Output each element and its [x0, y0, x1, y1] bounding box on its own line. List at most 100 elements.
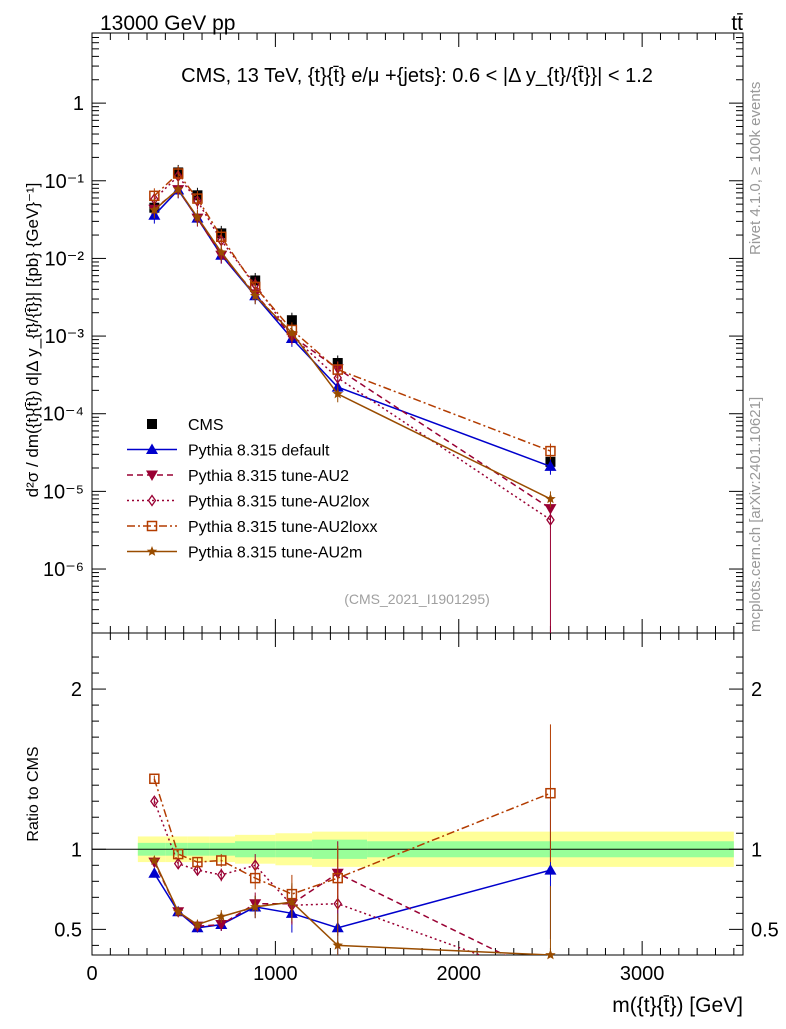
ratio-point-au2loxx	[545, 787, 556, 799]
ratio-point-default	[148, 867, 161, 878]
point-au2m	[286, 327, 298, 338]
x-tick-label: 0	[86, 963, 97, 985]
point-au2m	[216, 246, 227, 257]
ratio-point-au2m	[545, 949, 556, 960]
series-au2loxx	[149, 165, 556, 460]
ratio-frame	[91, 632, 744, 956]
legend-marker-au2	[146, 470, 158, 481]
ratio-point-au2m	[332, 939, 343, 950]
ratio-series-au2loxx	[149, 724, 556, 914]
legend-entry-default: Pythia 8.315 default	[127, 443, 330, 460]
point-au2m	[149, 204, 160, 215]
legend-marker-au2lox	[147, 494, 157, 507]
ratio-point-au2m	[216, 911, 227, 921]
ratio-y-tick-label: 1	[71, 839, 82, 861]
legend-entry-cms: CMS	[147, 417, 224, 434]
watermark: (CMS_2021_I1901295)	[344, 591, 490, 607]
mcplots-label: mcplots.cern.ch [arXiv:2401.10621]	[747, 397, 764, 632]
legend-label: Pythia 8.315 tune-AU2lox	[188, 494, 369, 511]
header-left: 13000 GeV pp	[100, 12, 235, 35]
ratio-point-au2loxx	[192, 856, 203, 868]
main-y-label: d²σ / dm({t}{t̄}) d|Δ y_{t}/{t̄}}| [{pb}…	[23, 183, 42, 498]
ratio-point-au2m	[173, 906, 184, 917]
x-axis-label: m({t}{t̄}) [GeV]	[612, 994, 743, 1017]
x-tick-label: 3000	[620, 963, 665, 985]
point-au2m	[173, 183, 184, 194]
ratio-point-au2loxx	[149, 773, 160, 785]
ratio-point-au2m	[286, 896, 298, 907]
ratio-point-au2m	[250, 901, 261, 912]
ratio-line-au2lox	[153, 800, 482, 955]
point-cms	[286, 315, 297, 326]
series-au2m	[149, 181, 556, 508]
legend-label: Pythia 8.315 tune-AU2loxx	[188, 519, 377, 536]
ratio-point-au2	[215, 920, 228, 931]
ratio-point-au2loxx	[249, 872, 261, 884]
ratio-y-tick-label-right: 2	[751, 679, 762, 701]
ratio-point-au2lox	[173, 857, 183, 870]
legend-label: Pythia 8.315 tune-AU2	[188, 468, 349, 485]
ratio-point-au2lox	[216, 868, 226, 882]
ratio-point-au2lox	[193, 863, 202, 877]
point-au2m	[250, 290, 261, 301]
y-tick-label: 10⁻⁶	[43, 559, 84, 581]
ratio-y-tick-label-right: 0.5	[751, 919, 779, 941]
ratio-series-default	[148, 801, 557, 955]
point-au2m	[332, 388, 343, 399]
ratio-line-au2	[153, 861, 507, 955]
line-au2loxx	[153, 172, 551, 452]
main-frame	[91, 32, 744, 634]
point-au2loxx	[216, 231, 227, 243]
legend-label: Pythia 8.315 default	[188, 443, 330, 460]
ratio-line-au2m	[153, 860, 551, 955]
ratio-point-au2loxx	[332, 872, 343, 884]
legend-marker-au2loxx	[146, 520, 158, 532]
legend-entry-au2lox: Pythia 8.315 tune-AU2lox	[127, 494, 369, 511]
y-tick-label: 10⁻²	[45, 248, 85, 270]
plot-title: CMS, 13 TeV, {t}{t̄} e/μ +{jets}: 0.6 < …	[181, 65, 653, 87]
ratio-y-tick-label: 2	[71, 679, 82, 701]
legend-marker-default	[146, 443, 158, 454]
x-tick-label: 1000	[253, 963, 298, 985]
y-tick-label: 10⁻¹	[45, 171, 85, 193]
rivet-label: Rivet 4.1.0, ≥ 100k events	[747, 82, 764, 255]
ratio-point-au2loxx	[216, 855, 227, 866]
ratio-line-au2loxx	[153, 778, 551, 895]
ratio-point-au2loxx	[172, 848, 184, 860]
legend-entry-au2loxx: Pythia 8.315 tune-AU2loxx	[127, 519, 377, 536]
y-tick-label: 1	[73, 93, 84, 115]
point-au2loxx	[192, 193, 203, 204]
ratio-series-au2m	[149, 855, 556, 960]
legend-marker-cms	[147, 419, 157, 429]
point-au2loxx	[545, 445, 556, 457]
point-au2m	[192, 211, 203, 222]
legend-entry-au2m: Pythia 8.315 tune-AU2m	[127, 545, 362, 562]
point-au2m	[545, 493, 556, 504]
ratio-y-tick-label-right: 1	[751, 839, 762, 861]
x-tick-label: 2000	[437, 963, 482, 985]
y-tick-label: 10⁻⁵	[43, 481, 84, 503]
y-tick-label: 10⁻⁴	[43, 404, 84, 426]
legend-label: Pythia 8.315 tune-AU2m	[188, 545, 362, 562]
ratio-y-label: Ratio to CMS	[25, 746, 42, 841]
legend-marker-au2m	[146, 546, 158, 556]
point-au2loxx	[149, 190, 160, 202]
point-au2loxx	[332, 364, 343, 375]
legend-label: CMS	[188, 417, 224, 434]
y-tick-label: 10⁻³	[45, 326, 85, 348]
header-right: tt̄	[731, 12, 743, 35]
series-au2	[148, 182, 557, 517]
ratio-y-tick-label: 0.5	[54, 919, 82, 941]
ratio-point-au2m	[192, 919, 203, 929]
point-au2loxx	[172, 168, 184, 179]
point-default	[544, 460, 557, 471]
point-au2lox	[333, 371, 343, 384]
line-au2lox	[153, 174, 551, 521]
line-au2	[153, 188, 551, 510]
line-au2m	[153, 188, 551, 500]
ratio-point-default	[544, 864, 557, 875]
ratio-point-au2m	[149, 855, 160, 865]
legend-entry-au2: Pythia 8.315 tune-AU2	[127, 468, 349, 485]
ratio-point-au2lox	[150, 795, 159, 808]
